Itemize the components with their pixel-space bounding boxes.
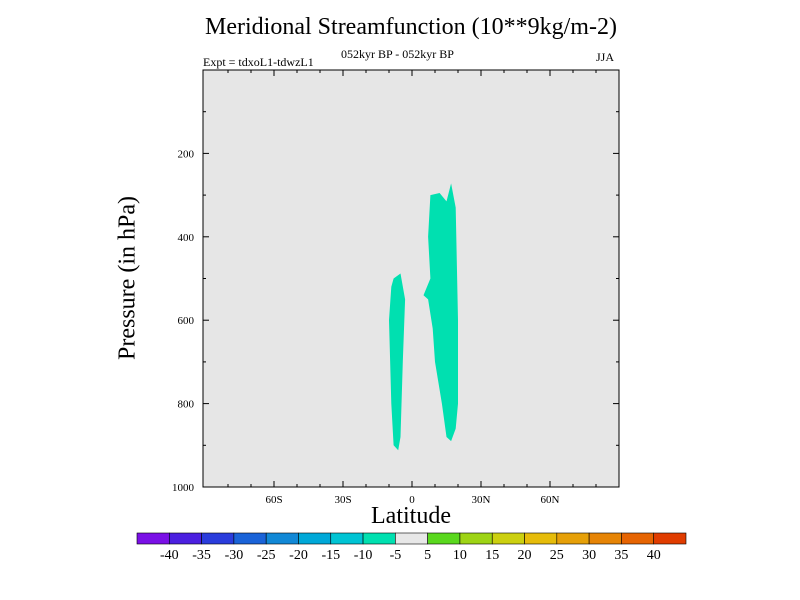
axis-ticks: 60S 30S 0 30N 60N 200 400 600 800 1000: [172, 70, 619, 506]
colorbar-swatch: [588, 532, 622, 545]
colorbar-label: -25: [257, 548, 276, 563]
period-label: 052kyr BP - 052kyr BP: [341, 47, 454, 61]
y-tick-label: 1000: [172, 482, 195, 494]
colorbar-swatch: [524, 532, 558, 545]
x-tick-label: 60S: [265, 494, 282, 506]
y-tick-label: 200: [178, 148, 195, 160]
colorbar-label: 10: [453, 548, 467, 563]
y-tick-label: 800: [178, 399, 195, 411]
colorbar-label: -35: [192, 548, 211, 563]
season-label: JJA: [596, 50, 615, 64]
colorbar-label: 25: [550, 548, 564, 563]
colorbar-swatch: [168, 532, 202, 545]
colorbar-label: -15: [321, 548, 340, 563]
x-tick-label: 60N: [541, 494, 560, 506]
experiment-label: Expt = tdxoL1-tdwzL1: [203, 55, 314, 69]
colorbar-label: -10: [354, 548, 373, 563]
colorbar-swatch: [556, 532, 590, 545]
contour-region-2: [423, 183, 458, 442]
colorbar-swatch: [362, 532, 396, 545]
colorbar-label: 30: [582, 548, 596, 563]
x-tick-label: 0: [409, 494, 415, 506]
y-tick-label: 600: [178, 315, 195, 327]
colorbar-swatch: [265, 532, 299, 545]
x-tick-label: 30N: [472, 494, 491, 506]
colorbar-swatch: [136, 532, 170, 545]
colorbar-label: -30: [225, 548, 244, 563]
contour-region-1: [389, 273, 406, 451]
colorbar-swatch: [298, 532, 332, 545]
colorbar-label: 5: [424, 548, 431, 563]
colorbar-label: 20: [518, 548, 532, 563]
colorbar-label: -20: [289, 548, 308, 563]
colorbar-swatch: [395, 532, 428, 545]
chart-title: Meridional Streamfunction (10**9kg/m-2): [205, 14, 617, 40]
colorbar-swatch: [653, 532, 687, 545]
colorbar-label: -40: [160, 548, 179, 563]
x-axis-title: Latitude: [371, 503, 451, 529]
colorbar-swatch: [427, 532, 461, 545]
colorbar-label: -5: [390, 548, 402, 563]
colorbar-swatch: [621, 532, 654, 545]
colorbar-swatch: [491, 532, 525, 545]
plot-area: [203, 70, 619, 487]
colorbar-swatch: [459, 532, 493, 545]
colorbar-label: 35: [614, 548, 628, 563]
colorbar-swatch: [330, 532, 364, 545]
y-tick-label: 400: [178, 232, 195, 244]
colorbar-swatch: [201, 532, 235, 545]
colorbar-swatch: [233, 532, 267, 545]
colorbar-label: 40: [647, 548, 661, 563]
colorbar-label: 15: [485, 548, 499, 563]
x-tick-label: 30S: [334, 494, 351, 506]
colorbar: -40 -35 -30 -25 -20 -15 -10 -5 5 10 15 20 25 30 35 40: [136, 532, 687, 563]
contour-regions: [389, 183, 458, 451]
